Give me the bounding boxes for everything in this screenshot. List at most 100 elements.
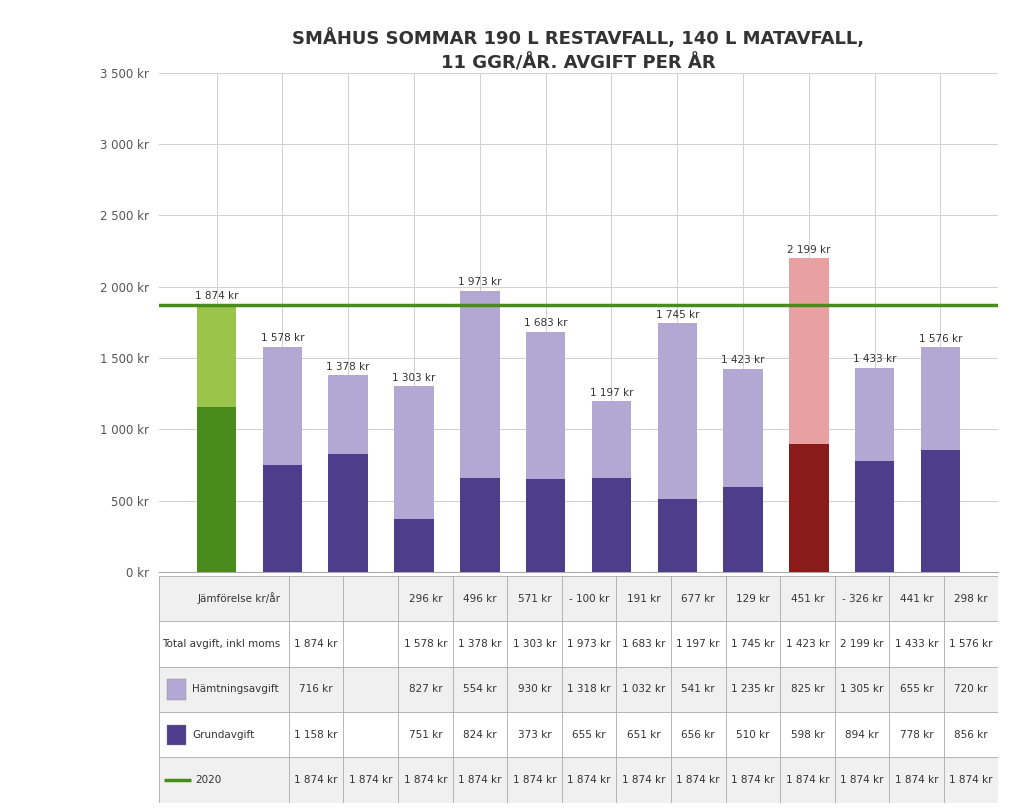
Text: 1 745 kr: 1 745 kr bbox=[655, 310, 699, 320]
Text: 2 199 kr: 2 199 kr bbox=[787, 245, 830, 255]
Text: 1 973 kr: 1 973 kr bbox=[458, 277, 502, 287]
Text: 1 874 kr: 1 874 kr bbox=[895, 775, 938, 785]
Text: 1 423 kr: 1 423 kr bbox=[785, 639, 829, 649]
Text: 655 kr: 655 kr bbox=[572, 730, 606, 740]
Text: 856 kr: 856 kr bbox=[954, 730, 988, 740]
Text: 827 kr: 827 kr bbox=[409, 684, 442, 694]
Text: 1 874 kr: 1 874 kr bbox=[785, 775, 829, 785]
Bar bbox=[263, 465, 302, 572]
Text: 1 874 kr: 1 874 kr bbox=[677, 775, 720, 785]
Text: 824 kr: 824 kr bbox=[463, 730, 497, 740]
Text: 2 199 kr: 2 199 kr bbox=[841, 639, 884, 649]
Text: 1 305 kr: 1 305 kr bbox=[841, 684, 884, 694]
Text: 1 158 kr: 1 158 kr bbox=[295, 730, 338, 740]
Bar bbox=[159, 621, 998, 667]
Text: 716 kr: 716 kr bbox=[299, 684, 333, 694]
Text: 191 kr: 191 kr bbox=[627, 594, 660, 603]
Text: 1 683 kr: 1 683 kr bbox=[622, 639, 666, 649]
Bar bbox=[167, 724, 185, 745]
Text: Grundavgift: Grundavgift bbox=[193, 730, 255, 740]
Text: 441 kr: 441 kr bbox=[900, 594, 933, 603]
Text: 1 874 kr: 1 874 kr bbox=[295, 639, 338, 649]
Text: 1 874 kr: 1 874 kr bbox=[195, 291, 239, 301]
Text: 1 032 kr: 1 032 kr bbox=[622, 684, 666, 694]
Text: 677 kr: 677 kr bbox=[681, 594, 715, 603]
Bar bbox=[723, 487, 763, 572]
Text: 1 433 kr: 1 433 kr bbox=[853, 354, 896, 364]
Bar bbox=[592, 478, 631, 572]
Text: 651 kr: 651 kr bbox=[627, 730, 660, 740]
Text: 1 973 kr: 1 973 kr bbox=[567, 639, 610, 649]
Text: 1 303 kr: 1 303 kr bbox=[392, 372, 436, 383]
Text: 451 kr: 451 kr bbox=[791, 594, 824, 603]
Text: 2020: 2020 bbox=[196, 775, 222, 785]
Text: 1 235 kr: 1 235 kr bbox=[731, 684, 774, 694]
Text: 894 kr: 894 kr bbox=[845, 730, 879, 740]
Text: Total avgift, inkl moms: Total avgift, inkl moms bbox=[162, 639, 281, 649]
Text: 1 874 kr: 1 874 kr bbox=[349, 775, 392, 785]
Text: 598 kr: 598 kr bbox=[791, 730, 824, 740]
Bar bbox=[394, 518, 434, 572]
Text: 751 kr: 751 kr bbox=[409, 730, 442, 740]
Bar bbox=[657, 323, 697, 499]
Text: 1 874 kr: 1 874 kr bbox=[567, 775, 610, 785]
Bar bbox=[197, 305, 237, 407]
Bar bbox=[790, 259, 828, 444]
Bar bbox=[526, 479, 565, 572]
Text: 1 378 kr: 1 378 kr bbox=[458, 639, 502, 649]
Text: 571 kr: 571 kr bbox=[518, 594, 551, 603]
Text: 720 kr: 720 kr bbox=[954, 684, 988, 694]
Text: - 100 kr: - 100 kr bbox=[569, 594, 609, 603]
Text: SMÅHUS SOMMAR 190 L RESTAVFALL, 140 L MATAVFALL,
11 GGR/ÅR. AVGIFT PER ÅR: SMÅHUS SOMMAR 190 L RESTAVFALL, 140 L MA… bbox=[293, 28, 864, 73]
Bar bbox=[159, 757, 998, 803]
Bar bbox=[329, 454, 368, 572]
Text: Jämförelse kr/år: Jämförelse kr/år bbox=[198, 593, 281, 604]
Text: 778 kr: 778 kr bbox=[900, 730, 933, 740]
Text: 1 874 kr: 1 874 kr bbox=[513, 775, 556, 785]
Text: 541 kr: 541 kr bbox=[681, 684, 715, 694]
Text: 296 kr: 296 kr bbox=[409, 594, 442, 603]
Bar bbox=[723, 369, 763, 487]
Text: 1 874 kr: 1 874 kr bbox=[458, 775, 502, 785]
Bar bbox=[167, 679, 185, 700]
Bar bbox=[921, 450, 961, 572]
Text: 1 576 kr: 1 576 kr bbox=[949, 639, 993, 649]
Text: 1 874 kr: 1 874 kr bbox=[731, 775, 774, 785]
Text: 1 578 kr: 1 578 kr bbox=[403, 639, 447, 649]
Text: Hämtningsavgift: Hämtningsavgift bbox=[193, 684, 279, 694]
Bar bbox=[263, 347, 302, 465]
Text: 930 kr: 930 kr bbox=[518, 684, 551, 694]
Text: 655 kr: 655 kr bbox=[900, 684, 933, 694]
Text: 1 423 kr: 1 423 kr bbox=[721, 355, 765, 366]
Text: 373 kr: 373 kr bbox=[518, 730, 551, 740]
Text: 129 kr: 129 kr bbox=[736, 594, 770, 603]
Text: 1 378 kr: 1 378 kr bbox=[327, 362, 370, 371]
Text: 1 578 kr: 1 578 kr bbox=[261, 333, 304, 343]
Text: 554 kr: 554 kr bbox=[463, 684, 497, 694]
Text: 496 kr: 496 kr bbox=[463, 594, 497, 603]
Text: 1 683 kr: 1 683 kr bbox=[524, 319, 567, 328]
Bar bbox=[855, 461, 894, 572]
Text: 656 kr: 656 kr bbox=[681, 730, 715, 740]
Text: 1 745 kr: 1 745 kr bbox=[731, 639, 774, 649]
Bar bbox=[526, 332, 565, 479]
Text: 1 197 kr: 1 197 kr bbox=[677, 639, 720, 649]
Bar bbox=[657, 499, 697, 572]
Text: 1 874 kr: 1 874 kr bbox=[403, 775, 447, 785]
Text: 1 874 kr: 1 874 kr bbox=[841, 775, 884, 785]
Bar bbox=[159, 667, 998, 712]
Bar bbox=[855, 367, 894, 461]
Bar bbox=[159, 576, 998, 621]
Bar bbox=[460, 478, 500, 572]
Text: 1 576 kr: 1 576 kr bbox=[919, 333, 963, 344]
Text: 825 kr: 825 kr bbox=[791, 684, 824, 694]
Text: 298 kr: 298 kr bbox=[954, 594, 988, 603]
Text: 1 303 kr: 1 303 kr bbox=[513, 639, 556, 649]
Text: 1 874 kr: 1 874 kr bbox=[622, 775, 666, 785]
Text: 1 874 kr: 1 874 kr bbox=[949, 775, 993, 785]
Bar bbox=[329, 375, 368, 454]
Text: - 326 kr: - 326 kr bbox=[842, 594, 883, 603]
Text: 1 433 kr: 1 433 kr bbox=[895, 639, 938, 649]
Text: 1 318 kr: 1 318 kr bbox=[567, 684, 610, 694]
Text: 1 874 kr: 1 874 kr bbox=[295, 775, 338, 785]
